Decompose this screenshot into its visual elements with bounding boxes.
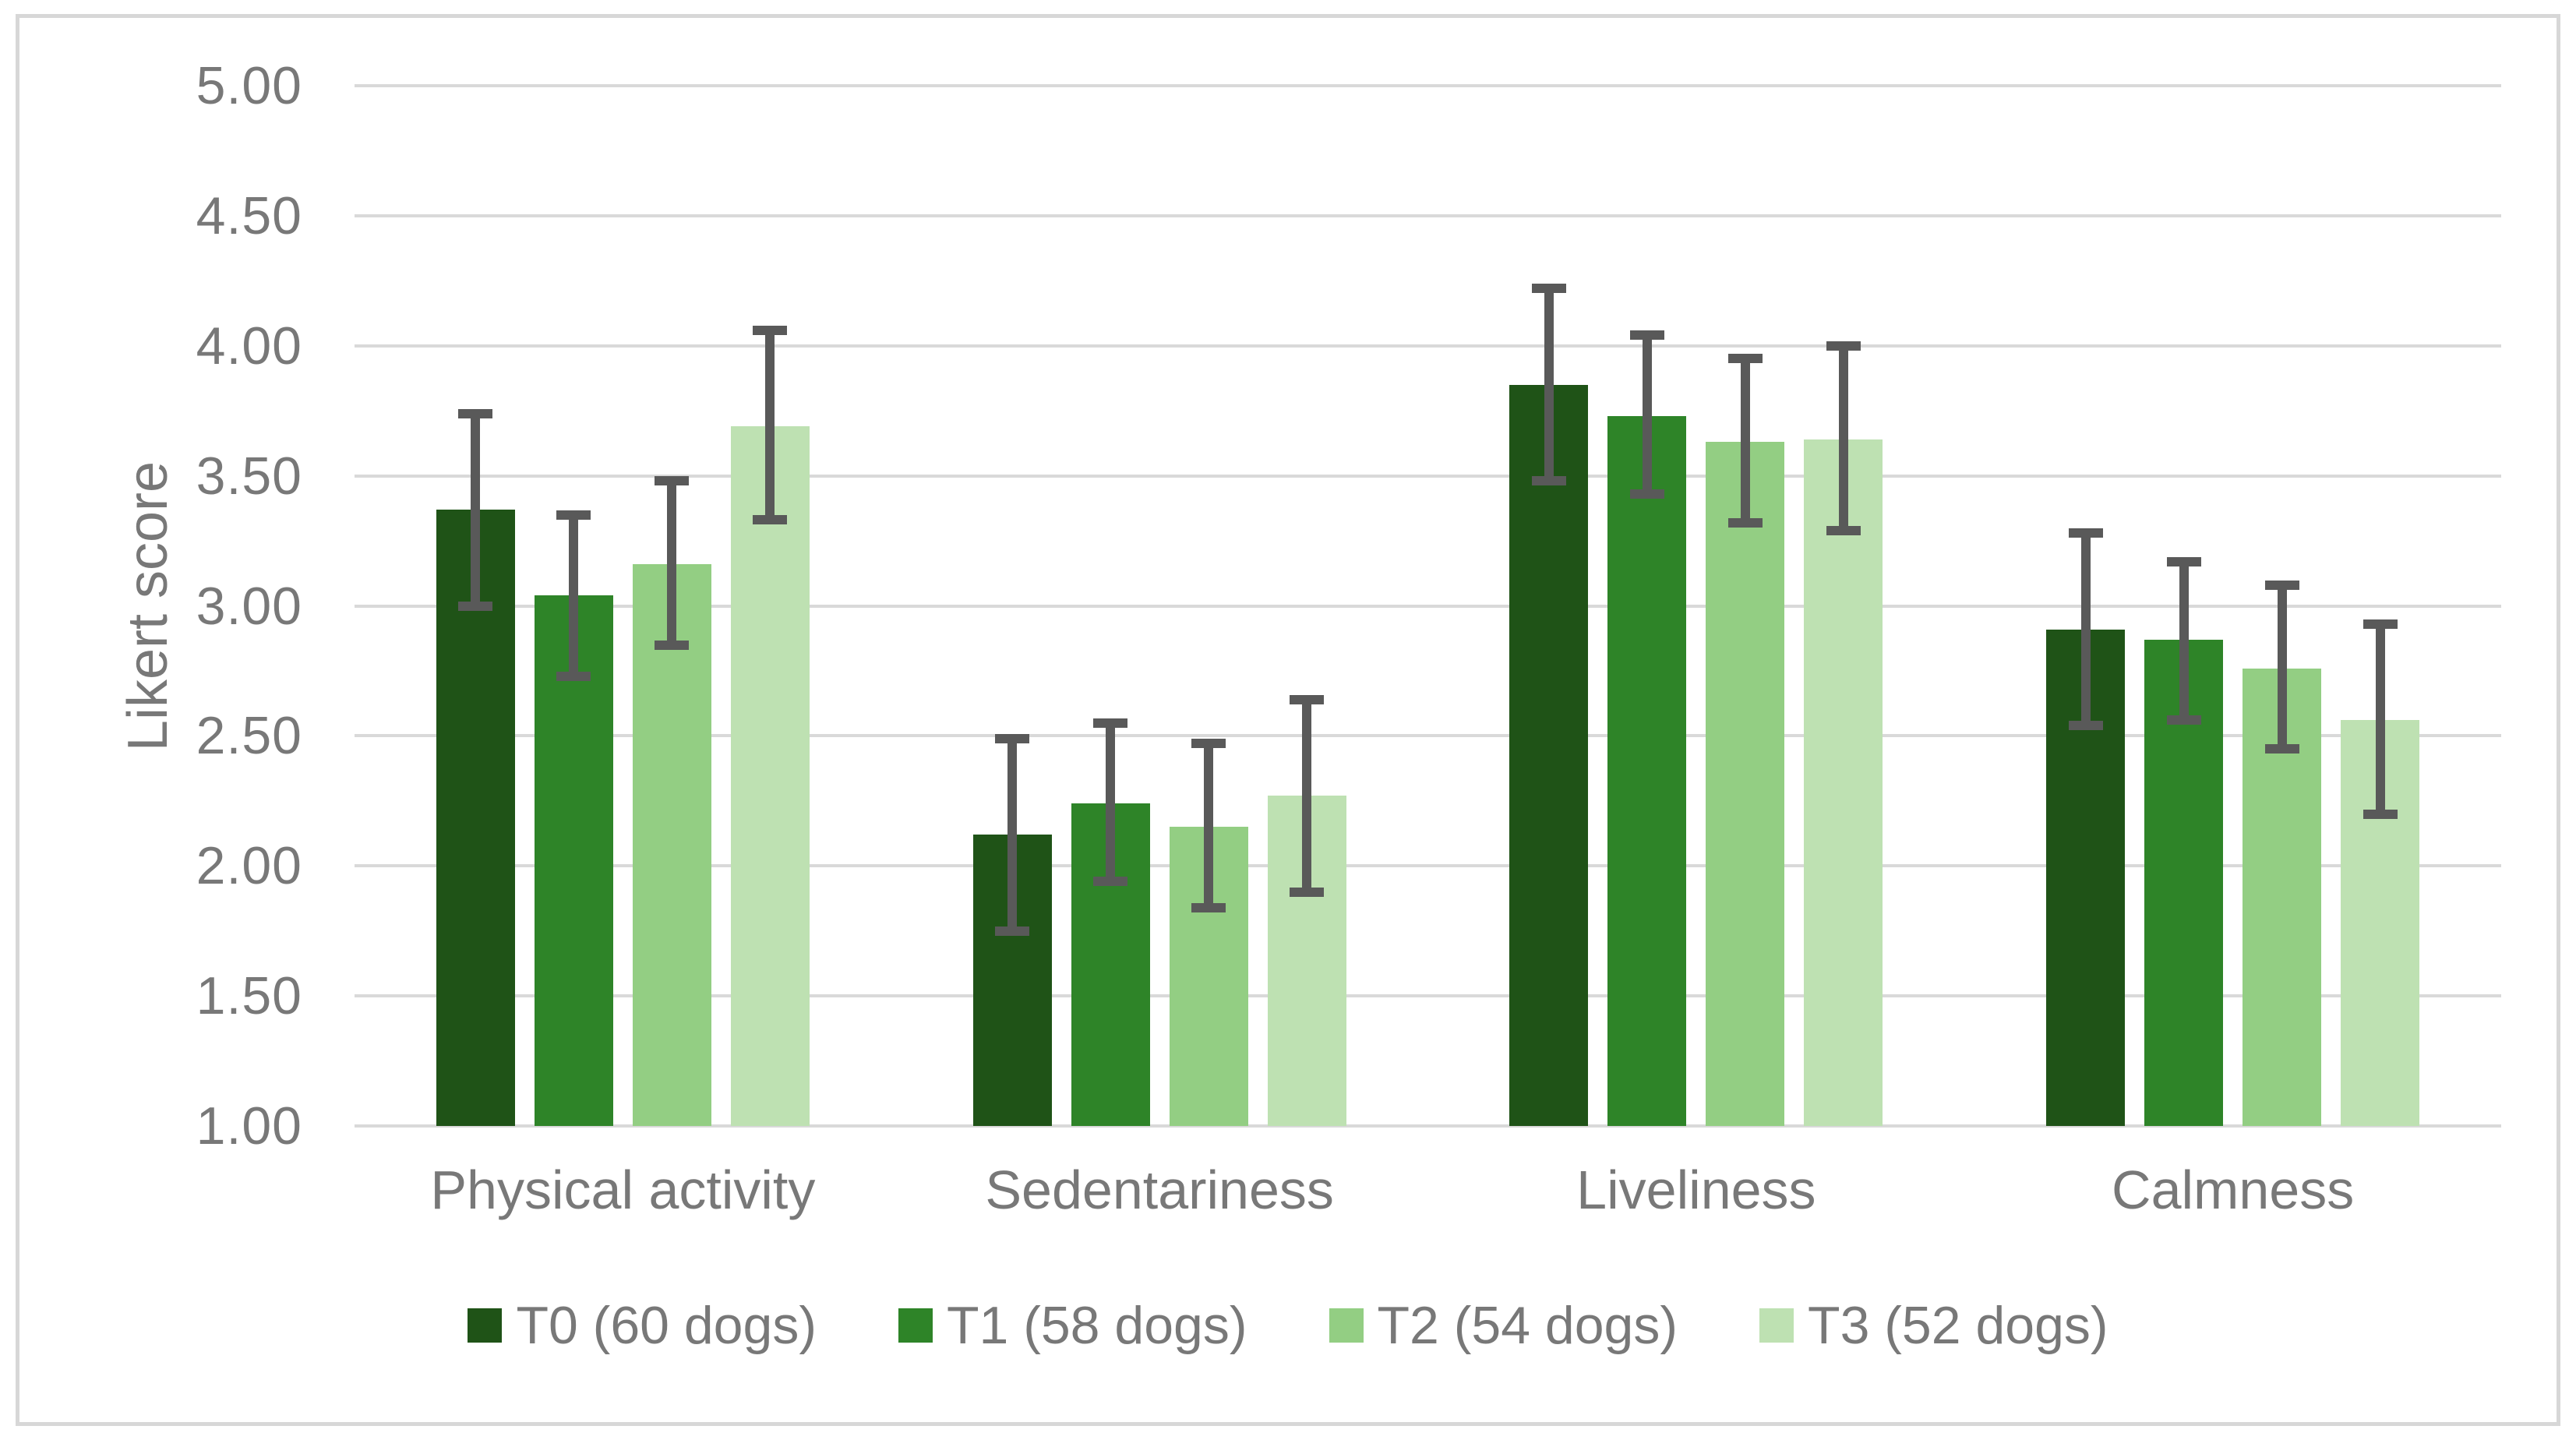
bar-t2-liveliness [1706, 442, 1785, 1126]
legend-swatch [1759, 1308, 1794, 1343]
y-tick-label: 2.50 [196, 706, 302, 766]
error-bar-line [1544, 288, 1554, 482]
legend-item-t2: T2 (54 dogs) [1329, 1295, 1678, 1356]
category-label-liveliness: Liveliness [1576, 1159, 1816, 1220]
error-bar-line [2179, 561, 2189, 721]
bar-t1-physical-activity [534, 595, 613, 1126]
error-bar-line [1204, 743, 1214, 908]
error-bar-cap [2363, 809, 2398, 819]
bar-t3-liveliness [1804, 439, 1883, 1126]
error-bar-cap [655, 640, 690, 650]
gridline [355, 84, 2501, 87]
gridline [355, 344, 2501, 348]
bar-t0-liveliness [1509, 384, 1589, 1126]
error-bar-cap [556, 671, 591, 681]
error-bar-cap [1727, 517, 1763, 528]
error-bar-cap [1727, 354, 1763, 364]
legend-swatch [898, 1308, 933, 1343]
gridline [355, 734, 2501, 738]
error-bar-cap [1629, 330, 1664, 341]
legend-label: T2 (54 dogs) [1377, 1296, 1678, 1355]
error-bar-cap [1826, 341, 1861, 351]
error-bar-cap [1531, 284, 1566, 294]
y-tick-label: 1.50 [196, 966, 302, 1026]
legend-item-t3: T3 (52 dogs) [1759, 1295, 2108, 1356]
x-axis-category-labels: Physical activity Sedentariness Liveliness… [355, 1159, 2501, 1221]
y-tick-label: 4.50 [196, 185, 302, 245]
bar-t2-physical-activity [632, 564, 711, 1126]
gridline [355, 994, 2501, 998]
y-tick-label: 2.00 [196, 836, 302, 896]
legend-item-t0: T0 (60 dogs) [468, 1295, 817, 1356]
error-bar-cap [458, 408, 493, 418]
error-bar-cap [1531, 476, 1566, 486]
gridline [355, 604, 2501, 608]
legend-label: T0 (60 dogs) [516, 1296, 817, 1355]
error-bar-cap [1191, 902, 1226, 912]
bar-t0-physical-activity [436, 510, 515, 1126]
error-bar-cap [753, 515, 788, 525]
error-bar-cap [655, 476, 690, 486]
y-tick-label: 1.00 [196, 1096, 302, 1156]
legend-item-t1: T1 (58 dogs) [898, 1295, 1247, 1356]
category-label-physical-activity: Physical activity [430, 1159, 816, 1220]
error-bar-line [2375, 623, 2385, 814]
error-bar-cap [1093, 718, 1128, 728]
error-bar-line [2277, 584, 2287, 750]
category-label-calmness: Calmness [2112, 1159, 2355, 1220]
error-bar-cap [995, 733, 1030, 743]
error-bar-cap [1290, 694, 1325, 704]
error-bar-line [1106, 722, 1116, 882]
gridline [355, 864, 2501, 868]
error-bar-cap [2166, 715, 2201, 725]
legend: T0 (60 dogs) T1 (58 dogs) T2 (54 dogs) T3 (… [0, 1295, 2576, 1356]
gridline [355, 474, 2501, 478]
legend-label: T3 (52 dogs) [1808, 1296, 2108, 1355]
error-bar-line [1740, 358, 1750, 523]
error-bar-line [765, 330, 775, 521]
error-bar-cap [1826, 525, 1861, 535]
error-bar-line [1007, 738, 1018, 931]
legend-swatch [1329, 1308, 1364, 1343]
error-bar-cap [753, 325, 788, 335]
legend-swatch [468, 1308, 503, 1343]
error-bar-line [667, 481, 677, 645]
error-bar-cap [2068, 721, 2103, 731]
error-bar-cap [556, 510, 591, 520]
y-tick-label: 3.50 [196, 446, 302, 506]
error-bar-cap [1093, 877, 1128, 887]
gridline [355, 1124, 2501, 1128]
plot-area [355, 84, 2501, 1128]
error-bar-cap [2068, 528, 2103, 538]
error-bar-cap [1290, 887, 1325, 897]
y-tick-label: 3.00 [196, 576, 302, 636]
error-bar-line [1838, 345, 1848, 531]
error-bar-cap [2166, 556, 2201, 566]
error-bar-line [569, 514, 579, 676]
error-bar-line [471, 413, 481, 606]
error-bar-cap [1191, 739, 1226, 749]
category-label-sedentariness: Sedentariness [985, 1159, 1334, 1220]
error-bar-cap [2264, 744, 2299, 754]
error-bar-line [1642, 335, 1652, 494]
error-bar-cap [995, 926, 1030, 936]
error-bar-cap [2264, 580, 2299, 590]
error-bar-cap [1629, 489, 1664, 499]
gridline [355, 214, 2501, 217]
error-bar-line [1302, 699, 1312, 892]
error-bar-cap [2363, 619, 2398, 629]
bar-t1-liveliness [1607, 415, 1687, 1126]
legend-label: T1 (58 dogs) [946, 1296, 1247, 1355]
error-bar-cap [458, 601, 493, 611]
y-tick-label: 5.00 [196, 56, 302, 115]
error-bar-line [2080, 533, 2091, 726]
y-tick-label: 4.00 [196, 316, 302, 376]
bar-t3-physical-activity [730, 426, 810, 1126]
